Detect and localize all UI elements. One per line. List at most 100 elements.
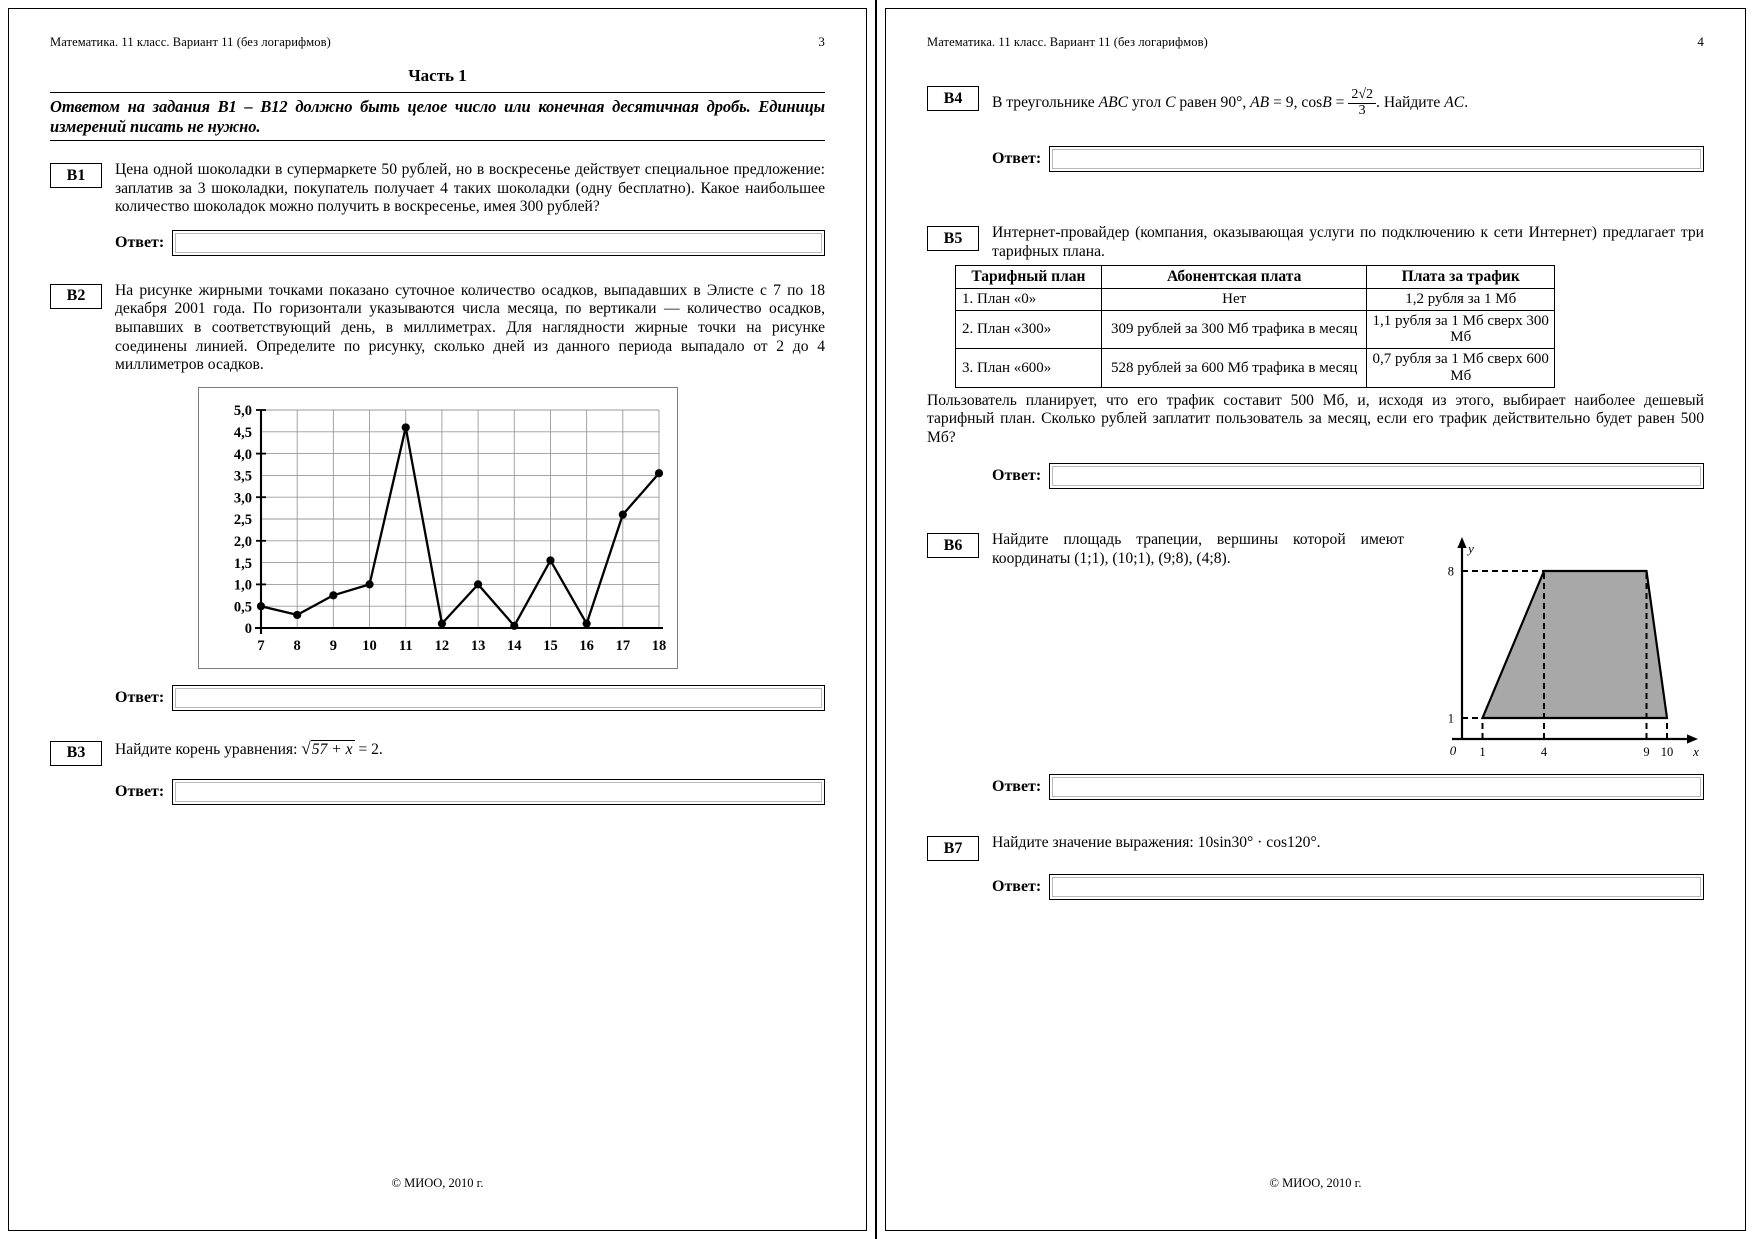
footer-copyright-right: © МИОО, 2010 г.: [1269, 1176, 1362, 1190]
chart-svg: 0 0,5 1,0 1,5 2,0 2,5 3,0 3,5 4,0 4,5 5,0 7 8 9 10 11 12…: [233, 403, 666, 654]
cell-plan: 3. План «600»: [955, 348, 1102, 388]
answer-row-b2: Ответ:: [115, 684, 825, 711]
sqrt-expression: √57 + x: [301, 738, 355, 758]
answer-label: Ответ:: [992, 150, 1042, 168]
answer-input-b7[interactable]: [1049, 874, 1704, 901]
instruction-block: Ответом на задания В1 – В12 должно быть …: [50, 92, 825, 142]
svg-text:y: y: [1466, 541, 1474, 556]
svg-text:12: 12: [434, 638, 449, 654]
svg-text:9: 9: [329, 638, 336, 654]
task-code-badge: В5: [927, 226, 979, 252]
table-row: 3. План «600» 528 рублей за 600 Мб трафи…: [955, 348, 1555, 388]
cell-plan: 1. План «0»: [955, 287, 1102, 311]
svg-text:5,0: 5,0: [233, 403, 251, 419]
page-number: 3: [818, 34, 825, 49]
b4-p7: .: [1464, 93, 1469, 111]
task-b2-text: На рисунке жирными точками показано суто…: [115, 281, 825, 374]
b4-p3: равен 90°,: [1175, 93, 1251, 111]
b4-ab: AB: [1250, 93, 1270, 111]
task-b6-text: Найдите площадь трапеции, вершины которо…: [992, 531, 1404, 568]
page-left: Математика. 11 класс. Вариант 11 (без ло…: [8, 0, 877, 1239]
chart-plot-area: 0 0,5 1,0 1,5 2,0 2,5 3,0 3,5 4,0 4,5 5,0 7 8 9 10 11 12…: [203, 396, 669, 664]
answer-row-b1: Ответ:: [115, 229, 825, 256]
svg-text:4,5: 4,5: [233, 425, 251, 441]
running-head: Математика. 11 класс. Вариант 11 (без ло…: [927, 35, 1208, 49]
svg-text:10: 10: [1661, 745, 1674, 759]
svg-text:3,0: 3,0: [233, 490, 251, 506]
cell-subscription: 528 рублей за 600 Мб трафика в месяц: [1100, 348, 1368, 388]
cell-traffic: 0,7 рубля за 1 Мб сверх 600 Мб: [1366, 348, 1555, 388]
cell-subscription: 309 рублей за 300 Мб трафика в месяц: [1100, 309, 1368, 350]
b4-p2: угол: [1128, 93, 1166, 111]
svg-text:4: 4: [1541, 745, 1548, 759]
task-b3-suffix: = 2.: [358, 740, 383, 758]
task-b4-text: В треугольнике ABC угол C равен 90°, AB …: [992, 84, 1704, 118]
fraction-numerator: 2√2: [1348, 87, 1377, 104]
running-head: Математика. 11 класс. Вариант 11 (без ло…: [50, 35, 331, 49]
fraction-denominator: 3: [1358, 102, 1366, 118]
svg-text:4,0: 4,0: [233, 446, 251, 462]
task-b5-intro: Интернет-провайдер (компания, оказывающа…: [992, 224, 1704, 260]
task-b1-text: Цена одной шоколадки в супермаркете 50 р…: [115, 161, 825, 216]
th-subscription: Абонентская плата: [1100, 265, 1368, 289]
task-b7: В7 Найдите значение выражения: 10sin30° …: [927, 834, 1704, 862]
part-title: Часть 1: [408, 66, 467, 85]
svg-text:17: 17: [615, 638, 630, 654]
task-b5: В5 Интернет-провайдер (компания, оказыва…: [927, 224, 1704, 261]
svg-text:16: 16: [579, 638, 594, 654]
svg-text:7: 7: [257, 638, 264, 654]
cell-plan: 2. План «300»: [955, 309, 1102, 350]
footer-copyright-left: © МИОО, 2010 г.: [391, 1176, 484, 1190]
page-number: 4: [1697, 34, 1704, 49]
svg-text:8: 8: [1448, 565, 1454, 579]
page-header-right: Математика. 11 класс. Вариант 11 (без ло…: [927, 34, 1704, 50]
cell-traffic: 1,1 рубля за 1 Мб сверх 300 Мб: [1366, 309, 1555, 350]
answer-label: Ответ:: [992, 778, 1042, 796]
th-traffic: Плата за трафик: [1366, 265, 1555, 289]
answer-input-b4[interactable]: [1049, 146, 1704, 173]
b4-p4: = 9, cos: [1269, 93, 1323, 111]
fraction-cosb: 2√2 3: [1348, 87, 1377, 118]
page-right: Математика. 11 класс. Вариант 11 (без ло…: [877, 0, 1754, 1239]
answer-input-b1[interactable]: [172, 229, 825, 256]
b4-p5: =: [1331, 93, 1349, 111]
cell-traffic: 1,2 рубля за 1 Мб: [1366, 287, 1555, 311]
answer-label: Ответ:: [115, 688, 165, 706]
task-code-badge: В6: [927, 533, 979, 559]
answer-input-b6[interactable]: [1049, 774, 1704, 801]
answer-row-b3: Ответ:: [115, 778, 825, 805]
svg-text:1,0: 1,0: [233, 577, 251, 593]
svg-text:1: 1: [1448, 712, 1454, 726]
trapezoid-figure: 8 1 0 1 4 9 10 y x: [1414, 531, 1704, 766]
answer-label: Ответ:: [115, 782, 165, 800]
svg-text:18: 18: [651, 638, 666, 654]
svg-text:14: 14: [507, 638, 521, 654]
svg-text:10: 10: [362, 638, 377, 654]
b4-abc: ABC: [1098, 93, 1129, 111]
answer-input-b5[interactable]: [1049, 463, 1704, 490]
table-row: 1. План «0» Нет 1,2 рубля за 1 Мб: [955, 287, 1555, 311]
answer-input-b2[interactable]: [172, 684, 825, 711]
table-header-row: Тарифный план Абонентская плата Плата за…: [955, 265, 1555, 289]
task-b3: В3 Найдите корень уравнения: √57 + x = 2…: [50, 739, 825, 766]
b4-p1: В треугольнике: [992, 93, 1099, 111]
task-b3-text: Найдите корень уравнения: √57 + x = 2.: [115, 739, 825, 760]
svg-text:9: 9: [1643, 745, 1649, 759]
svg-text:0,5: 0,5: [233, 599, 251, 615]
svg-text:2,0: 2,0: [233, 534, 251, 550]
svg-text:11: 11: [398, 638, 412, 654]
task-code-badge: В2: [50, 283, 102, 309]
task-b2: В2 На рисунке жирными точками показано с…: [50, 282, 825, 375]
answer-row-b7: Ответ:: [992, 874, 1704, 901]
svg-text:13: 13: [470, 638, 485, 654]
answer-label: Ответ:: [115, 233, 165, 251]
task-b7-text: Найдите значение выражения: 10sin30° · c…: [992, 834, 1321, 852]
th-plan: Тарифный план: [955, 265, 1102, 289]
task-b5-outro: Пользователь планирует, что его трафик с…: [927, 391, 1704, 446]
task-code-badge: В4: [927, 86, 979, 111]
answer-input-b3[interactable]: [172, 778, 825, 805]
answer-row-b5: Ответ:: [992, 463, 1704, 490]
radicand: 57 + x: [311, 740, 353, 758]
task-code-badge: В7: [927, 836, 979, 862]
